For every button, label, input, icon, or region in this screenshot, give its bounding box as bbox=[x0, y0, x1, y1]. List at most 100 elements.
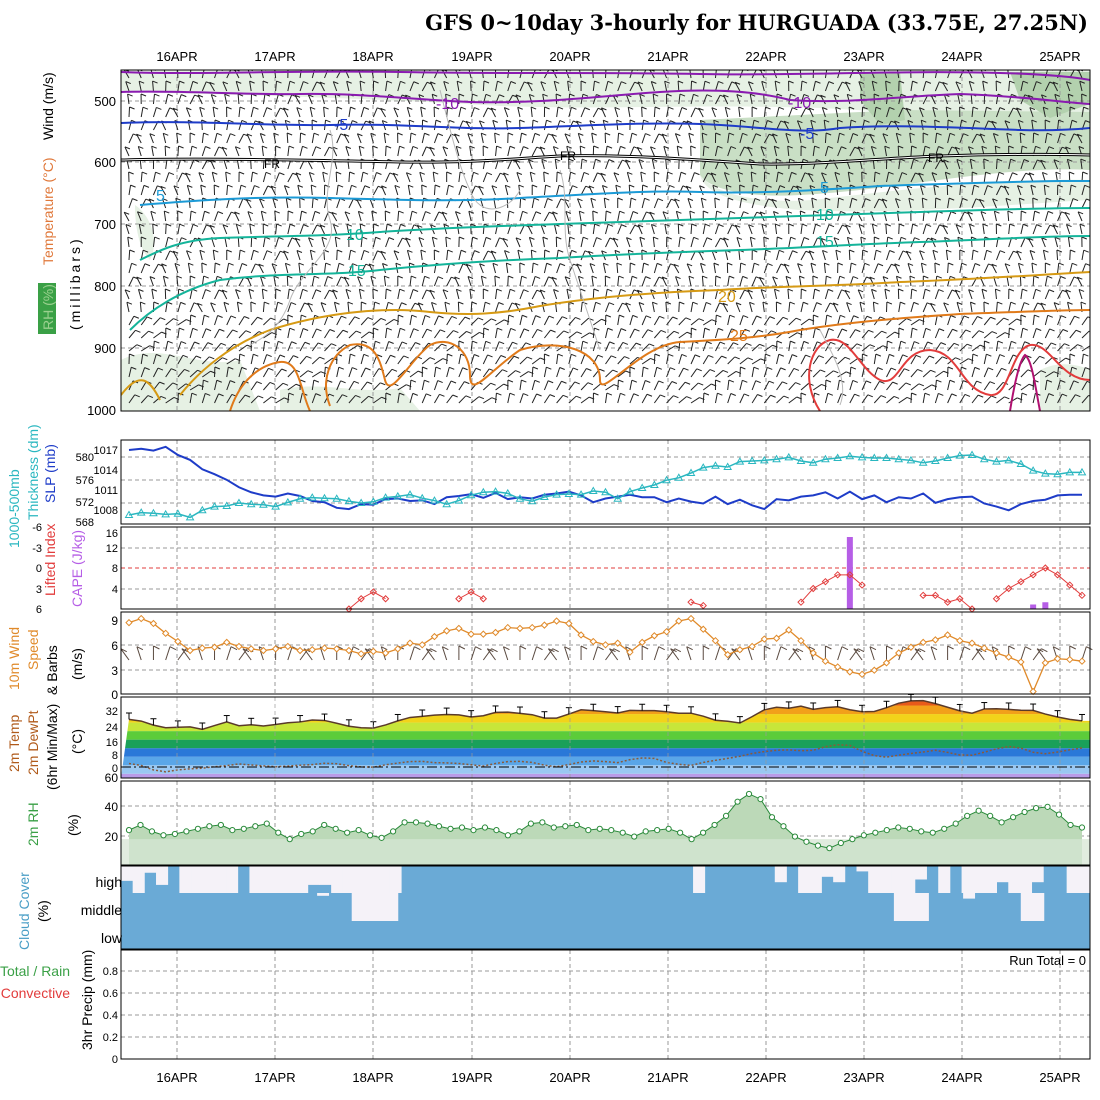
wind-barb bbox=[172, 250, 179, 261]
wind-barb bbox=[776, 301, 782, 305]
wind-barb bbox=[714, 646, 721, 661]
wind-barb bbox=[900, 340, 906, 344]
wind-barb bbox=[348, 107, 351, 118]
wind-barb bbox=[967, 211, 973, 215]
wind-barb bbox=[543, 315, 550, 326]
wind-barb bbox=[205, 289, 211, 293]
wind-barb bbox=[335, 236, 341, 240]
wind-barb bbox=[137, 289, 142, 300]
wind-barb bbox=[824, 119, 830, 123]
wind-barb bbox=[812, 341, 818, 352]
wind-barb bbox=[1011, 340, 1017, 344]
wind10m-ylabel: Speed bbox=[25, 630, 41, 670]
wind-barb bbox=[919, 250, 925, 254]
wind-barb bbox=[654, 106, 661, 110]
wind-barb bbox=[999, 107, 1006, 111]
wind-barb bbox=[1044, 184, 1050, 188]
wind-barb bbox=[470, 396, 480, 404]
wind-barb bbox=[457, 301, 460, 313]
wind-barb bbox=[152, 94, 155, 105]
wind-barb bbox=[914, 648, 922, 653]
wind-barb bbox=[618, 132, 624, 136]
wind-barb bbox=[942, 356, 948, 360]
wind-barb bbox=[592, 159, 597, 170]
wind-barb bbox=[968, 289, 974, 293]
wind-barb bbox=[871, 81, 875, 92]
rh2m-point bbox=[711, 821, 718, 829]
wind-barb bbox=[692, 301, 698, 305]
wind-barb bbox=[532, 119, 539, 123]
wind-barb bbox=[393, 250, 399, 261]
wind-barb bbox=[458, 331, 467, 339]
wind10m-speed-point bbox=[455, 624, 463, 633]
top-date-label: 17APR bbox=[254, 49, 295, 64]
wind-barb bbox=[788, 382, 796, 391]
temp2m-panel-frame bbox=[120, 696, 1091, 779]
bottom-date-label: 19APR bbox=[451, 1070, 492, 1085]
wind-barb bbox=[566, 288, 573, 292]
wind-barb bbox=[613, 172, 620, 176]
wind-barb bbox=[797, 263, 802, 274]
wind-barb bbox=[800, 354, 806, 365]
wind-barb bbox=[812, 81, 816, 92]
wind-barb bbox=[409, 315, 413, 326]
wind-barb bbox=[763, 134, 770, 144]
wind-barb bbox=[862, 249, 868, 253]
wind-barb bbox=[887, 236, 893, 240]
wind-barb bbox=[787, 145, 793, 149]
wind-barb bbox=[947, 366, 954, 370]
wind-barb bbox=[629, 146, 635, 157]
wind-barb bbox=[372, 250, 378, 261]
wind-barb bbox=[1006, 133, 1010, 144]
wind-barb bbox=[565, 210, 572, 214]
wind-barb bbox=[293, 355, 299, 359]
wind-barb bbox=[889, 250, 895, 253]
wind-barb bbox=[1046, 197, 1052, 201]
wind-barb bbox=[364, 185, 371, 189]
wind-barb bbox=[640, 172, 643, 183]
wind-barb bbox=[509, 392, 516, 396]
wind-barb bbox=[439, 329, 446, 333]
wind-barb bbox=[800, 383, 809, 391]
wind-barb bbox=[690, 107, 696, 118]
wind-barb bbox=[665, 301, 672, 305]
wind-barb bbox=[456, 145, 462, 149]
wind-barb bbox=[303, 81, 309, 85]
wind-barb bbox=[718, 80, 724, 84]
wind-barb bbox=[910, 302, 915, 313]
wind-barb bbox=[140, 330, 149, 339]
wind-barb bbox=[424, 379, 430, 383]
wind-barb bbox=[385, 288, 387, 300]
wind-barb bbox=[927, 341, 933, 345]
wind-barb bbox=[768, 380, 775, 384]
wind-barb bbox=[638, 302, 643, 313]
wind-barb bbox=[186, 250, 191, 261]
wind-barb bbox=[177, 288, 180, 300]
wind-barb bbox=[311, 81, 318, 92]
wind10m-gridlines bbox=[121, 612, 1090, 694]
wind-barb bbox=[553, 70, 558, 72]
wind-barb bbox=[363, 249, 370, 253]
wind-barb bbox=[320, 302, 325, 313]
wind-barb bbox=[898, 327, 905, 331]
wind-barb bbox=[405, 94, 411, 98]
wind-barb bbox=[129, 353, 135, 357]
wind-barb bbox=[605, 224, 609, 235]
wind-barb bbox=[727, 70, 731, 79]
wind-barb bbox=[823, 120, 826, 131]
wind-barb bbox=[336, 380, 342, 391]
wind-barb bbox=[165, 327, 172, 331]
wind-barb bbox=[262, 94, 266, 105]
wind-barb bbox=[971, 367, 976, 378]
wind-barb bbox=[409, 328, 415, 339]
wind-barb bbox=[128, 198, 133, 209]
wind-barb bbox=[774, 81, 778, 92]
wind-barb bbox=[173, 185, 179, 196]
wind-barb bbox=[529, 236, 535, 240]
wind-barb bbox=[273, 276, 277, 287]
wind-barb bbox=[1060, 276, 1066, 279]
wind-barb bbox=[507, 289, 511, 300]
thickness-point bbox=[588, 486, 598, 494]
wind-barb bbox=[564, 646, 570, 661]
